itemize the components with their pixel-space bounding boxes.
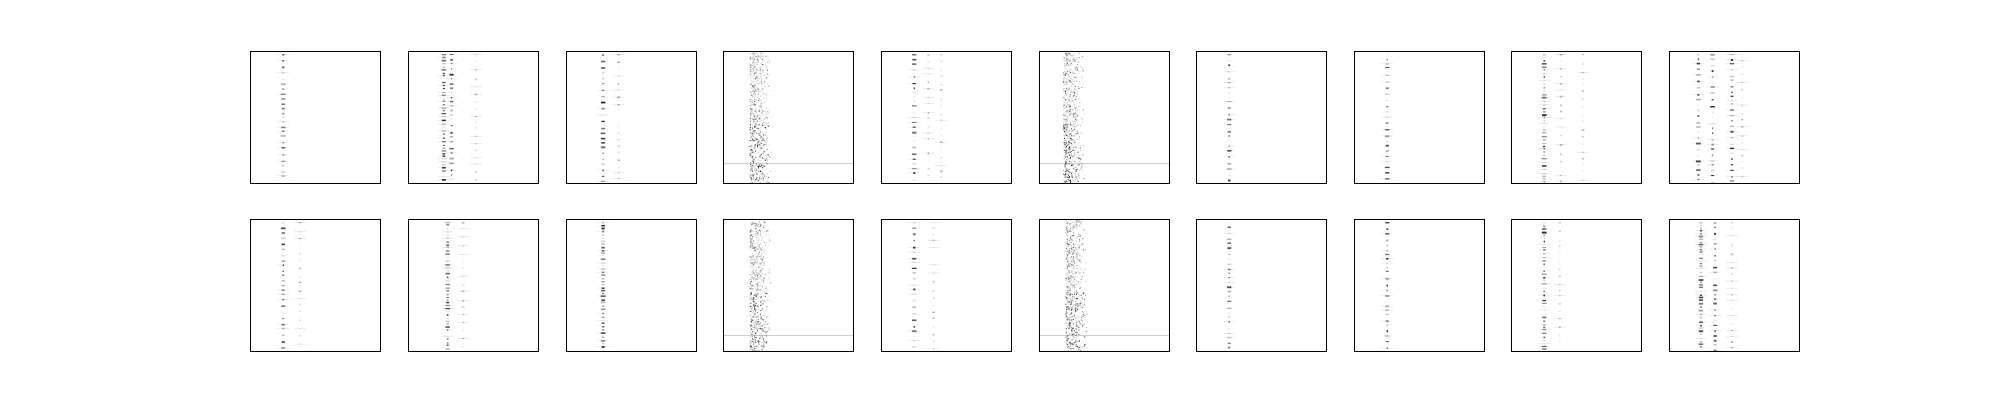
horizontal-artifact-line <box>1040 163 1169 165</box>
spectrogram-image <box>908 221 940 350</box>
spectral-line <box>294 221 306 345</box>
spectral-line <box>1223 53 1236 182</box>
spectrogram-panel <box>1354 51 1485 184</box>
spectrogram-panel <box>723 219 854 352</box>
spectral-line <box>749 52 772 183</box>
spectral-line <box>1706 53 1719 183</box>
spectral-line <box>1726 221 1738 349</box>
spectrogram-image <box>1538 53 1589 183</box>
spectral-line <box>445 53 458 180</box>
spectrogram-panel <box>1196 51 1327 184</box>
horizontal-artifact-line <box>724 335 853 337</box>
spectrogram-panel <box>566 51 697 184</box>
spectrogram-image <box>277 221 306 349</box>
spectrogram-panel <box>566 219 697 352</box>
spectral-line <box>1538 221 1551 350</box>
spectral-line <box>749 220 772 351</box>
spectrogram-panel <box>723 51 854 184</box>
spectrogram-image <box>1381 53 1394 180</box>
spectral-line <box>1065 220 1088 351</box>
spectrogram-panel <box>1354 219 1485 352</box>
spectrogram-image <box>1223 221 1236 349</box>
spectrogram-image <box>1223 53 1236 182</box>
spectral-line <box>1726 53 1738 182</box>
spectral-line <box>597 53 610 182</box>
spectrogram-panel <box>1196 219 1327 352</box>
spectrogram-image <box>908 53 948 181</box>
spectral-line <box>612 53 625 179</box>
horizontal-artifact-line <box>1040 335 1169 337</box>
spectrogram-panel <box>881 219 1012 352</box>
spectrogram-image <box>1695 221 1738 351</box>
spectral-line <box>908 221 921 349</box>
spectrogram-panel <box>408 51 539 184</box>
spectral-line <box>1692 53 1705 181</box>
spectrogram-image <box>437 53 482 182</box>
spectrogram-image <box>597 53 625 182</box>
spectral-line <box>922 53 935 177</box>
spectrogram-panel <box>408 219 539 352</box>
spectrogram-panel <box>1511 219 1642 352</box>
spectral-line <box>437 53 450 181</box>
spectrogram-panel <box>250 51 381 184</box>
spectrogram-panel <box>1669 51 1800 184</box>
spectral-line <box>1553 221 1566 343</box>
spectrogram-panel <box>250 219 381 352</box>
spectral-line <box>277 221 290 349</box>
spectral-line <box>927 221 940 350</box>
spectral-line <box>1538 53 1551 183</box>
spectral-line <box>1736 53 1749 178</box>
spectral-line <box>1577 53 1589 182</box>
spectral-line <box>1695 221 1707 348</box>
spectral-line <box>1381 221 1394 349</box>
spectrogram-image <box>1692 53 1749 183</box>
spectrogram-image <box>1381 221 1394 349</box>
spectrogram-panel <box>1039 51 1170 184</box>
spectrogram-image <box>724 220 853 351</box>
spectral-line <box>935 53 948 178</box>
spectral-line <box>1062 52 1085 183</box>
spectral-line <box>1381 53 1394 180</box>
spectrogram-image <box>1538 221 1566 350</box>
spectrogram-panel <box>1511 51 1642 184</box>
spectrogram-image <box>597 221 610 350</box>
spectrogram-panel <box>1669 219 1800 352</box>
spectrogram-image <box>441 221 470 350</box>
spectral-line <box>1709 221 1722 351</box>
spectrogram-panel <box>1039 219 1170 352</box>
spectral-line <box>457 221 470 348</box>
spectral-line <box>277 53 290 177</box>
spectral-line <box>470 53 482 182</box>
spectrogram-image <box>1040 52 1169 183</box>
spectrogram-panel <box>881 51 1012 184</box>
horizontal-artifact-line <box>724 163 853 165</box>
spectral-line <box>1223 221 1236 349</box>
spectrogram-image <box>277 53 290 177</box>
spectral-line <box>441 221 454 350</box>
spectral-line <box>1555 53 1567 183</box>
spectrogram-image <box>1040 220 1169 351</box>
spectral-line <box>908 53 921 181</box>
spectrogram-image <box>724 52 853 183</box>
spectral-line <box>597 221 610 350</box>
